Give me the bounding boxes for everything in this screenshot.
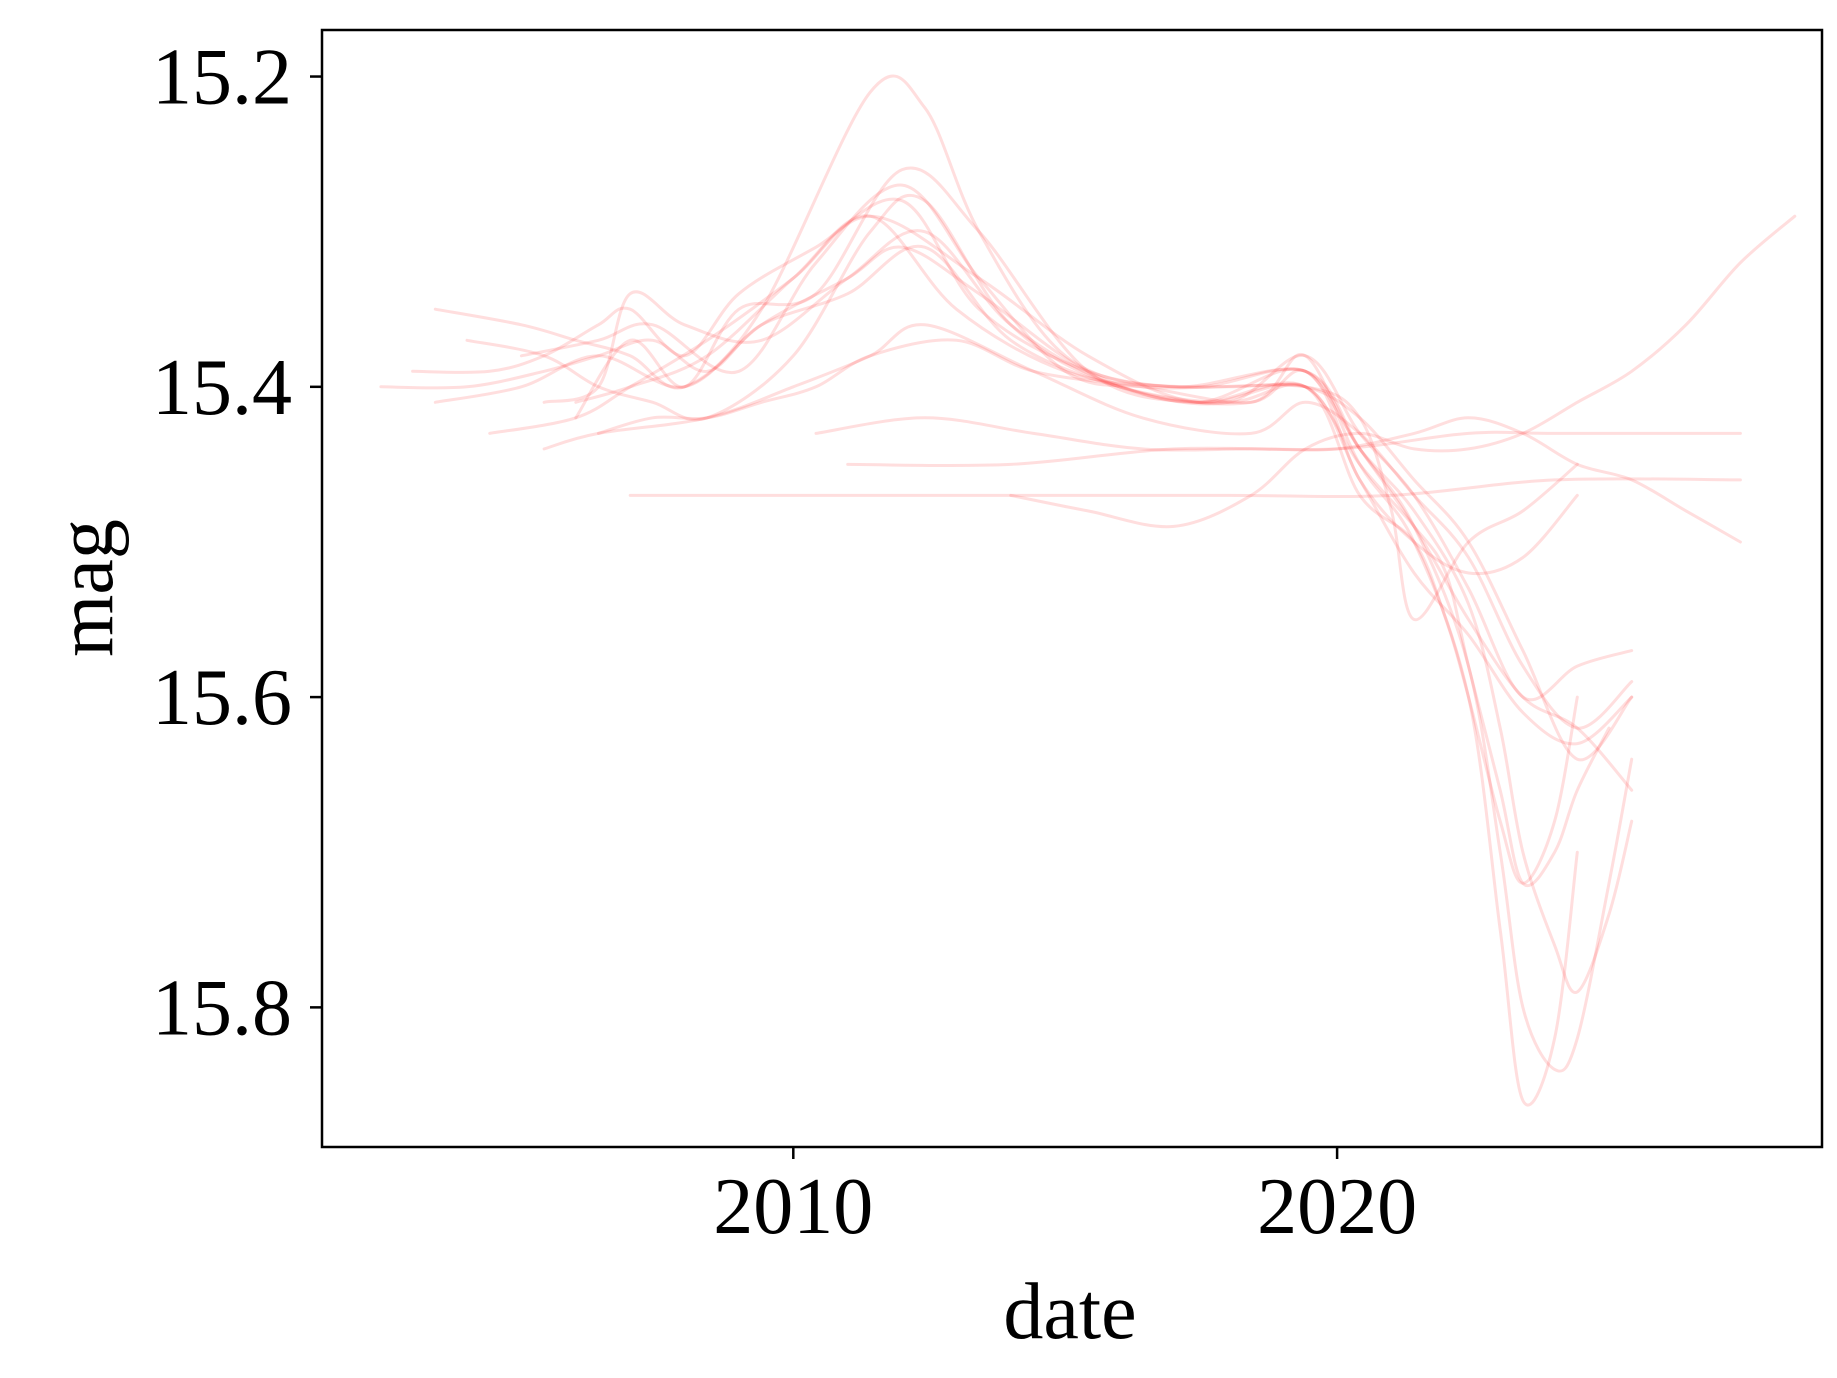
- series-line-3: [433, 74, 1634, 1073]
- series-line-1: [379, 244, 1611, 888]
- y-tick-label: 15.4: [152, 344, 292, 432]
- series-line-13: [574, 166, 1579, 885]
- series-layer: [379, 74, 1797, 1107]
- series-line-15: [574, 214, 1579, 622]
- plot-area: [322, 30, 1822, 1147]
- series-line-4: [465, 193, 1579, 1107]
- series-line-14: [433, 245, 1579, 576]
- y-axis: 15.2 15.4 15.6 15.8: [152, 34, 322, 1052]
- series-line-8: [628, 477, 1742, 499]
- series-line-10: [1009, 214, 1797, 529]
- series-line-12: [519, 183, 1634, 762]
- x-axis-label: date: [1003, 1268, 1136, 1356]
- series-line-11: [814, 416, 1742, 544]
- series-line-9: [846, 430, 1742, 468]
- series-line-2: [411, 197, 1634, 994]
- plot-frame: [320, 28, 1824, 1149]
- y-tick-label: 15.6: [152, 654, 292, 742]
- series-line-5: [488, 214, 1634, 746]
- y-tick-label: 15.8: [152, 964, 292, 1052]
- series-line-16: [542, 323, 1634, 730]
- x-tick-label: 2010: [713, 1163, 873, 1251]
- x-tick-label: 2020: [1257, 1163, 1417, 1251]
- series-line-7: [596, 338, 1634, 792]
- x-axis: 2010 2020: [713, 1147, 1417, 1251]
- y-axis-label: mag: [42, 519, 130, 657]
- y-tick-label: 15.2: [152, 34, 292, 122]
- series-line-6: [542, 229, 1634, 702]
